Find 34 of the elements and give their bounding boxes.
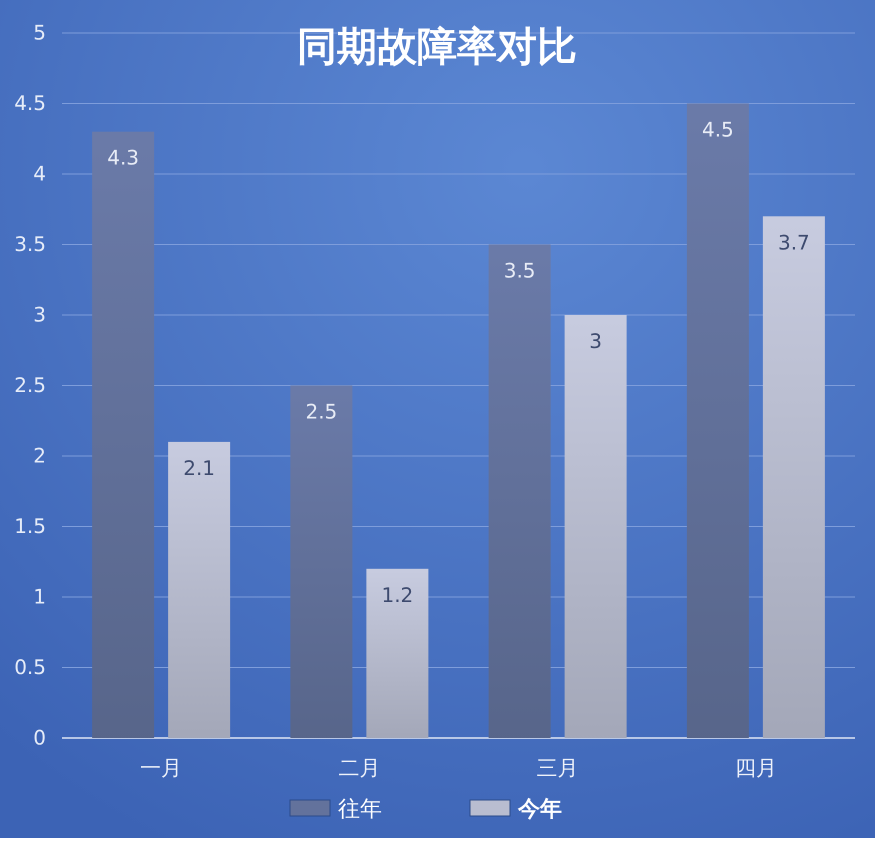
bar [762,216,825,738]
legend-label: 往年 [338,797,382,822]
data-label: 3.7 [778,230,810,254]
y-tick-label: 1 [33,584,46,608]
bar [686,104,749,738]
chart-title: 同期故障率对比 [297,24,577,70]
data-label: 1.2 [381,582,414,607]
x-tick-label: 四月 [734,756,777,780]
y-tick-label: 2.5 [14,372,46,397]
data-label: 3 [589,329,602,353]
bar [290,386,352,738]
y-tick-label: 0 [33,725,46,750]
y-tick-label: 2 [33,443,46,468]
y-tick-label: 0.5 [14,654,46,679]
data-label: 4.5 [702,118,734,142]
y-tick-label: 4 [33,161,46,186]
bar [366,568,428,738]
data-label: 2.5 [305,400,338,424]
y-tick-label: 1.5 [14,514,46,538]
data-label: 2.1 [183,456,216,480]
x-tick-label: 二月 [338,756,380,780]
bar [168,442,230,738]
bar [564,315,627,738]
data-label: 3.5 [504,258,536,282]
x-tick-label: 三月 [536,756,579,780]
data-label: 4.3 [107,146,140,170]
y-tick-label: 4.5 [14,90,46,115]
y-tick-label: 3 [33,302,46,326]
bar [92,132,154,738]
y-tick-label: 3.5 [14,232,46,256]
y-tick-label: 5 [33,20,46,44]
bar [488,244,551,738]
legend-label: 今年 [517,797,562,822]
x-tick-label: 一月 [140,756,182,780]
